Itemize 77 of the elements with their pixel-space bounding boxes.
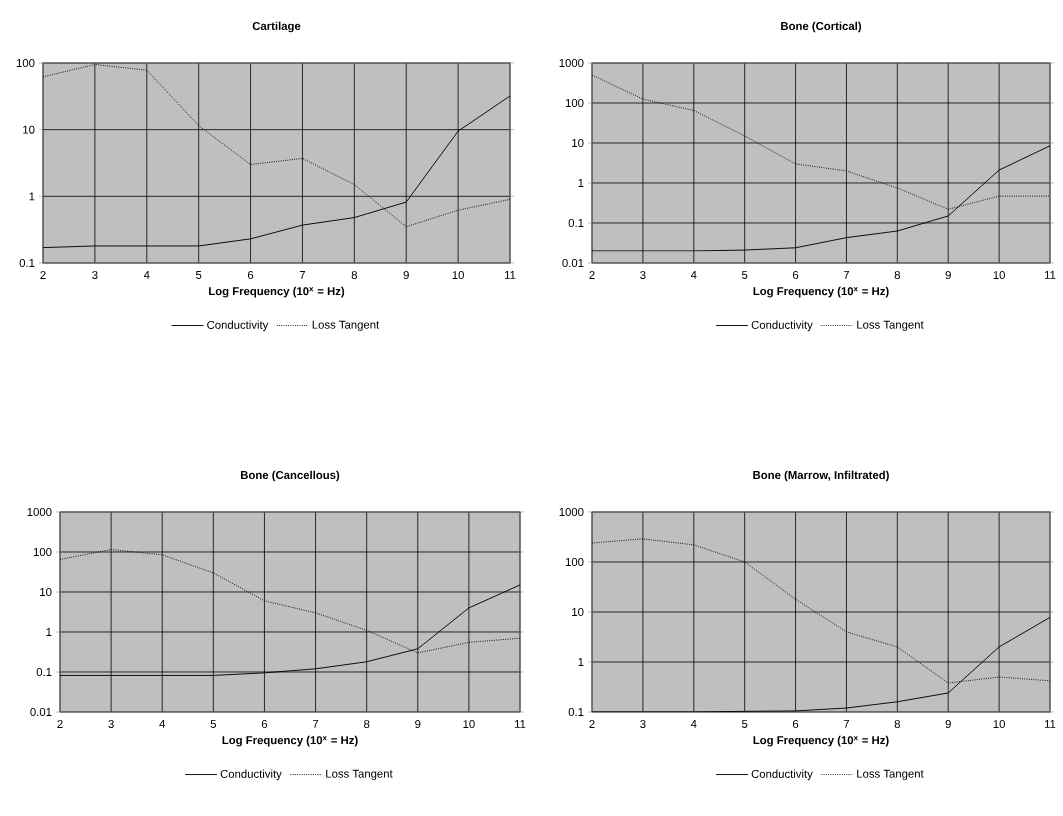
x-tick-label: 4 (143, 271, 150, 279)
chart-title: Cartilage (252, 21, 301, 33)
x-tick-label: 2 (589, 720, 595, 728)
x-tick-label: 10 (463, 720, 475, 729)
x-tick-label: 4 (159, 720, 166, 728)
x-tick-label: 11 (504, 271, 516, 279)
x-tick-label: 3 (92, 271, 98, 280)
y-tick-label: 100 (33, 547, 52, 556)
y-tick-label: 0.1 (36, 667, 52, 676)
x-tick-label: 6 (792, 271, 799, 280)
legend-label: Loss Tangent (857, 769, 924, 780)
x-tick-label: 3 (640, 271, 646, 280)
x-tick-label: 6 (792, 720, 799, 729)
x-axis-title: Log Frequency (10$^{x}$ = Hz) (753, 286, 889, 298)
x-tick-label: 8 (894, 720, 900, 729)
x-tick-label: 8 (364, 720, 370, 729)
chart-title: Bone (Cortical) (781, 21, 862, 33)
x-tick-label: 9 (945, 271, 951, 280)
y-tick-label: 1000 (27, 507, 52, 516)
y-tick-label: 1000 (559, 58, 584, 67)
legend-label: Conductivity (751, 320, 813, 332)
x-tick-label: 5 (210, 720, 217, 728)
x-tick-label: 6 (261, 720, 268, 729)
x-tick-label: 3 (108, 720, 114, 729)
x-tick-label: 7 (843, 271, 850, 279)
y-tick-label: 1 (578, 179, 584, 187)
legend-label: Conductivity (220, 769, 282, 781)
x-tick-label: 2 (57, 720, 63, 728)
x-tick-label: 11 (1044, 720, 1056, 728)
x-tick-label: 9 (945, 720, 951, 729)
x-tick-label: 2 (40, 271, 46, 279)
x-tick-label: 5 (195, 271, 202, 279)
x-tick-label: 7 (313, 720, 319, 728)
y-tick-label: 100 (565, 557, 584, 566)
x-tick-label: 7 (299, 271, 306, 279)
y-tick-label: 1 (578, 658, 584, 666)
y-tick-label: 10 (23, 125, 35, 134)
legend-label: Loss Tangent (312, 320, 380, 331)
y-tick-label: 1000 (559, 507, 584, 516)
chart-title: Bone (Cancellous) (241, 470, 340, 482)
x-tick-label: 11 (1044, 271, 1056, 279)
y-tick-label: 1 (46, 628, 52, 636)
legend-label: Loss Tangent (326, 769, 393, 780)
x-tick-label: 2 (589, 271, 595, 279)
y-tick-label: 0.1 (568, 218, 584, 227)
x-tick-label: 8 (894, 271, 900, 280)
x-tick-label: 8 (351, 271, 357, 280)
x-tick-label: 10 (993, 271, 1005, 280)
x-tick-label: 6 (247, 271, 254, 280)
chart-title: Bone (Marrow, Infiltrated) (753, 470, 889, 482)
x-tick-label: 3 (640, 720, 646, 729)
x-tick-label: 9 (415, 720, 421, 729)
y-tick-label: 100 (565, 98, 584, 107)
x-tick-label: 5 (741, 720, 748, 728)
y-tick-label: 10 (40, 587, 52, 596)
x-tick-label: 11 (514, 720, 526, 728)
x-tick-label: 10 (452, 271, 464, 280)
y-tick-label: 1 (29, 192, 35, 201)
legend-label: Conductivity (751, 769, 813, 781)
x-axis-title: Log Frequency (10$^{x}$ = Hz) (209, 286, 345, 298)
y-tick-label: 0.01 (562, 258, 584, 267)
x-tick-label: 4 (690, 271, 697, 279)
legend-label: Loss Tangent (857, 320, 924, 331)
x-tick-label: 7 (843, 720, 850, 728)
y-tick-label: 10 (572, 607, 584, 616)
y-tick-label: 10 (572, 138, 584, 147)
y-tick-label: 0.1 (568, 707, 584, 716)
legend-label: Conductivity (207, 320, 269, 332)
x-axis-title: Log Frequency (10$^{x}$ = Hz) (222, 735, 358, 747)
x-axis-title: Log Frequency (10$^{x}$ = Hz) (753, 735, 889, 747)
y-tick-label: 100 (16, 58, 35, 67)
x-tick-label: 5 (741, 271, 748, 279)
x-tick-label: 9 (403, 271, 409, 280)
y-tick-label: 0.1 (19, 258, 35, 267)
x-tick-label: 10 (993, 720, 1005, 729)
x-tick-label: 4 (690, 720, 697, 728)
y-tick-label: 0.01 (30, 707, 52, 716)
